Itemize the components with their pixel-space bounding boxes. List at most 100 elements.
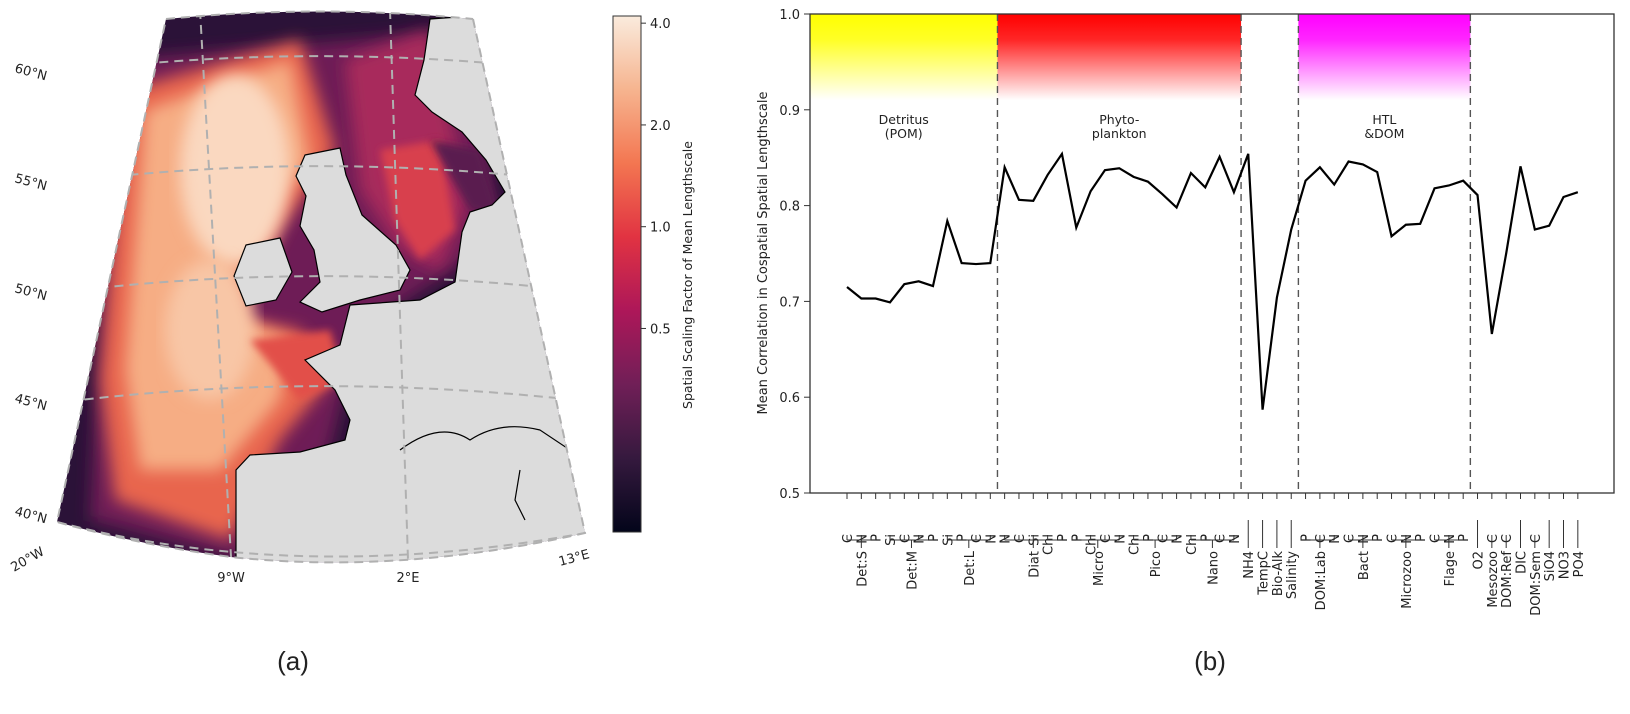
x-tick-label: PO4 <box>1572 551 1587 577</box>
group-bracket <box>1305 539 1335 548</box>
x-subtick-label: N <box>1113 534 1128 544</box>
y-tick-label: 0.9 <box>779 104 800 119</box>
colorbar-label: Spatial Scaling Factor of Mean Lengthsca… <box>680 141 695 409</box>
colorbar-gradient <box>612 15 642 533</box>
lat-label: 45°N <box>13 391 49 414</box>
y-tick-label: 0.6 <box>779 391 800 406</box>
group-bracket <box>1076 539 1120 548</box>
x-subtick-label: P <box>1142 534 1157 542</box>
x-subtick-label: C <box>1099 534 1114 543</box>
x-subtick-label: P <box>1199 534 1214 542</box>
group-band-label: Detritus <box>879 112 929 127</box>
x-subtick-label: N <box>913 534 928 544</box>
colorbar-tick-label: 1.0 <box>650 221 671 236</box>
britain-land <box>295 147 411 313</box>
graticule <box>57 11 585 561</box>
x-group-label: Pico <box>1149 551 1164 577</box>
map-field <box>57 11 585 563</box>
group-band <box>1298 14 1471 101</box>
lat-label: 50°N <box>13 281 49 304</box>
x-group-label: Det:S <box>855 551 870 587</box>
x-group-label: Microzoo <box>1400 551 1415 609</box>
x-subtick-label: C <box>1214 534 1229 543</box>
colorbar: Spatial Scaling Factor of Mean Lengthsca… <box>612 15 695 533</box>
x-group-label: DOM:Sem <box>1529 551 1544 616</box>
group-bracket <box>847 539 876 548</box>
group-band <box>997 14 1242 101</box>
x-subtick-label: P <box>956 534 971 542</box>
x-subtick-label: N <box>1400 534 1415 544</box>
x-group-label: DOM:Ref <box>1500 551 1515 608</box>
x-subtick-label: C <box>1386 534 1401 543</box>
x-subtick-label: N <box>1228 534 1243 544</box>
x-subtick-label: C <box>1529 534 1544 543</box>
y-tick-label: 1.0 <box>779 8 800 23</box>
x-subtick-label: N <box>1171 534 1186 544</box>
lon-label: 9°W <box>217 571 245 586</box>
x-subtick-label: C <box>841 534 856 543</box>
x-tick-label: O2 <box>1472 551 1487 570</box>
x-subtick-label: N <box>1357 534 1372 544</box>
lat-label: 60°N <box>13 61 49 84</box>
y-tick-label: 0.8 <box>779 200 800 215</box>
group-band-label: Phyto- <box>1099 112 1139 127</box>
x-tick-label: TempC <box>1257 551 1272 596</box>
x-group-label: Bact <box>1357 551 1372 580</box>
x-subtick-label: P <box>927 534 942 542</box>
x-subtick-label: C <box>1500 534 1515 543</box>
map-panel: 60°N 55°N 50°N 45°N 40°N 20°W 9°W 2°E 13… <box>9 10 695 676</box>
x-subtick-label: C <box>1013 534 1028 543</box>
colorbar-tick-label: 0.5 <box>650 322 671 337</box>
series-line <box>846 151 1579 410</box>
x-subtick-label: N <box>855 534 870 544</box>
x-group-label: Flage <box>1443 551 1458 586</box>
x-group-label: Mesozoo <box>1486 551 1501 608</box>
colorbar-tick-label: 2.0 <box>650 119 671 134</box>
x-subtick-label: N <box>1328 534 1343 544</box>
x-subtick-label: C <box>970 534 985 543</box>
x-subtick-label: P <box>1414 534 1429 542</box>
ireland-land <box>233 237 293 307</box>
y-tick-label: 0.7 <box>779 295 800 310</box>
x-subtick-label: N <box>984 534 999 544</box>
group-bracket <box>1348 539 1378 548</box>
group-band-label: (POM) <box>885 126 923 141</box>
x-subtick-label: P <box>1371 534 1386 542</box>
x-subtick-label: N <box>999 534 1014 544</box>
x-subtick-label: Chl <box>1042 534 1057 555</box>
line-chart-panel: Detritus(POM) Phyto-plankton HTL&DOM 0.5 0.… <box>756 8 1615 676</box>
group-bracket <box>1004 539 1062 548</box>
group-band-label: plankton <box>1092 126 1147 141</box>
y-axis-label: Mean Correlation in Cospatial Spatial Le… <box>756 91 771 414</box>
x-group-label: Det:L <box>963 550 978 585</box>
x-tick-label: NO3 <box>1558 551 1573 579</box>
x-subtick-label: Chl <box>1085 534 1100 555</box>
group-bracket <box>1434 539 1464 548</box>
x-group-label: Micro <box>1092 551 1107 586</box>
x-subtick-label: C <box>1486 534 1501 543</box>
y-tick-label: 0.5 <box>779 487 800 502</box>
x-group-label: Nano <box>1206 551 1221 585</box>
x-subtick-label: C <box>1343 534 1358 543</box>
x-subtick-label: N <box>1443 534 1458 544</box>
x-subtick-label: P <box>1300 534 1315 542</box>
x-tick-label: DIC <box>1515 551 1530 574</box>
lon-label: 20°W <box>9 544 48 575</box>
plot-frame <box>809 13 1615 494</box>
x-subtick-label: P <box>1070 534 1085 542</box>
x-subtick-label: P <box>870 534 885 542</box>
x-subtick-label: Chl <box>1185 534 1200 555</box>
x-subtick-label: C <box>898 534 913 543</box>
x-tick-label: Salinity <box>1285 551 1300 599</box>
group-bracket <box>1391 539 1421 548</box>
caption-a: (a) <box>277 646 309 676</box>
x-tick-label: Bio-Alk <box>1271 551 1286 597</box>
x-subtick-label: C <box>1314 534 1329 543</box>
x-subtick-label: C <box>1429 534 1444 543</box>
group-band <box>810 14 998 101</box>
group-bracket <box>947 539 991 548</box>
group-bracket <box>1133 539 1177 548</box>
colorbar-tick-label: 4.0 <box>650 17 671 32</box>
lat-labels: 60°N 55°N 50°N 45°N 40°N <box>13 61 49 527</box>
